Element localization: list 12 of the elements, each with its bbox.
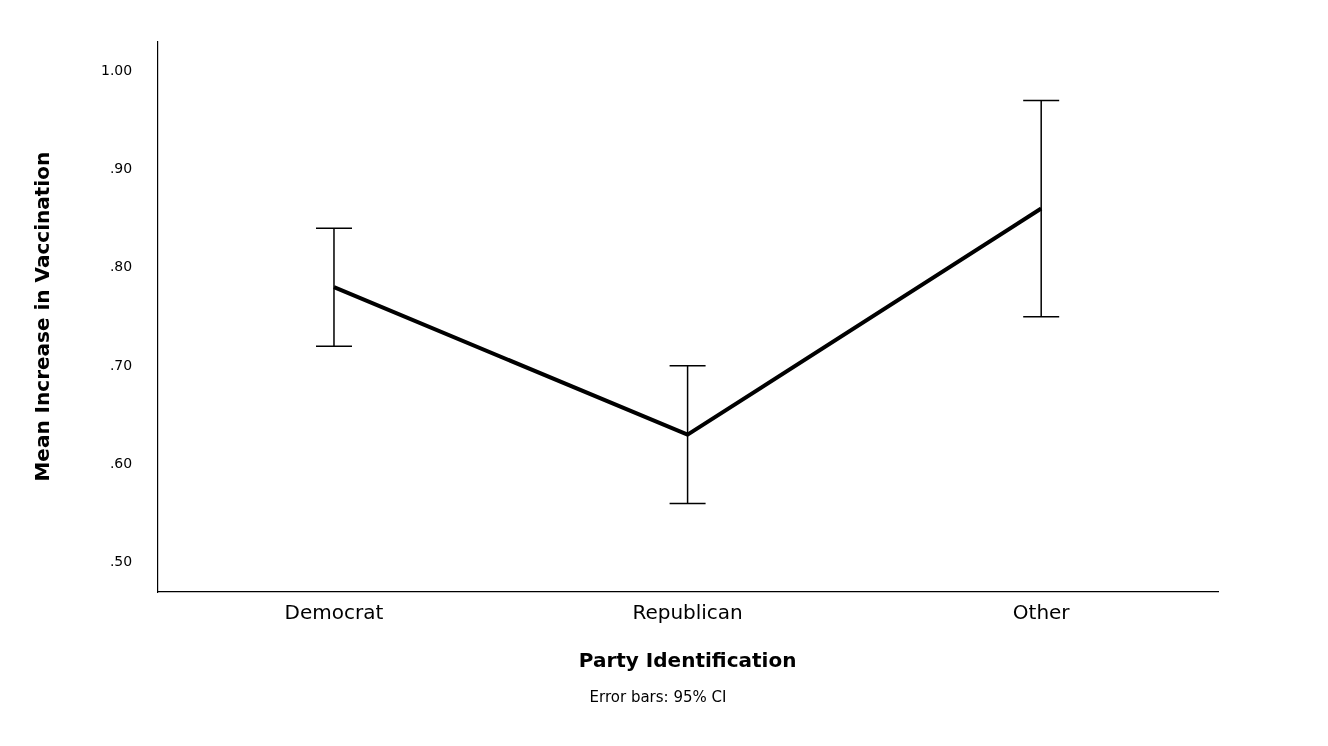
x-tick-label: Republican [632,600,743,625]
y-axis-title: Mean Increase in Vaccination [30,151,55,482]
y-tick-label: 1.00 [101,61,133,78]
x-tick-label: Other [1012,600,1071,625]
y-tick-label: .50 [109,553,133,570]
y-tick-label: .60 [109,454,133,471]
y-tick-label: .70 [109,356,133,373]
text: Error bars: 95% CI [588,688,728,706]
x-axis-title: Party Identification [578,648,797,673]
x-tick-label: Democrat [284,600,384,625]
y-tick-label: .80 [109,258,133,275]
y-tick-label: .90 [109,159,133,176]
